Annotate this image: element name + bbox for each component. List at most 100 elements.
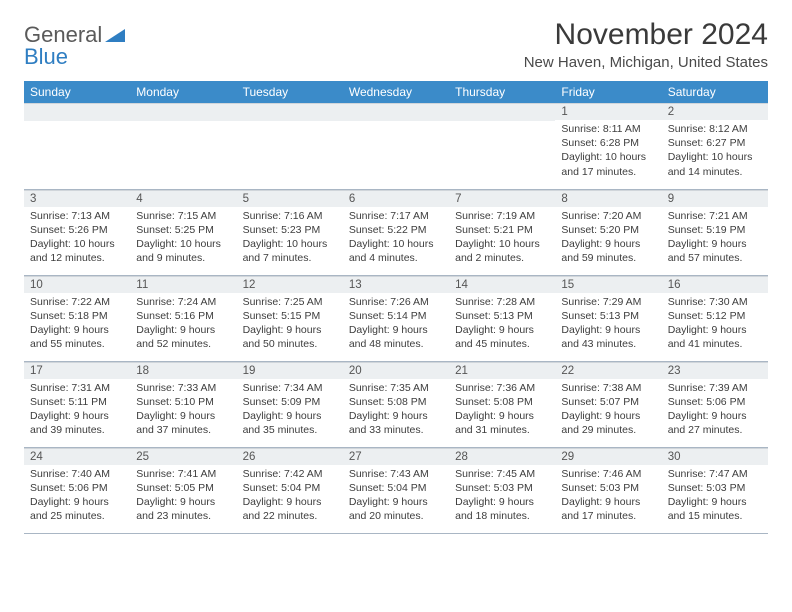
daylight-text: Daylight: 9 hours and 27 minutes. <box>668 409 762 437</box>
cell-body: Sunrise: 7:28 AMSunset: 5:13 PMDaylight:… <box>449 293 555 356</box>
daylight-text: Daylight: 10 hours and 4 minutes. <box>349 237 443 265</box>
sunset-text: Sunset: 5:19 PM <box>668 223 762 237</box>
cell-body: Sunrise: 7:30 AMSunset: 5:12 PMDaylight:… <box>662 293 768 356</box>
cell-body: Sunrise: 7:47 AMSunset: 5:03 PMDaylight:… <box>662 465 768 528</box>
sunrise-text: Sunrise: 7:46 AM <box>561 467 655 481</box>
day-number: 26 <box>237 448 343 465</box>
calendar-row: 10Sunrise: 7:22 AMSunset: 5:18 PMDayligh… <box>24 275 768 361</box>
sunset-text: Sunset: 5:06 PM <box>30 481 124 495</box>
cell-body: Sunrise: 7:36 AMSunset: 5:08 PMDaylight:… <box>449 379 555 442</box>
cell-body: Sunrise: 7:43 AMSunset: 5:04 PMDaylight:… <box>343 465 449 528</box>
calendar-cell: 15Sunrise: 7:29 AMSunset: 5:13 PMDayligh… <box>555 275 661 361</box>
sunset-text: Sunset: 5:11 PM <box>30 395 124 409</box>
daylight-text: Daylight: 10 hours and 17 minutes. <box>561 150 655 178</box>
page-subtitle: New Haven, Michigan, United States <box>524 54 768 71</box>
sunset-text: Sunset: 5:20 PM <box>561 223 655 237</box>
day-number: 7 <box>449 190 555 207</box>
day-number: 27 <box>343 448 449 465</box>
day-number: 9 <box>662 190 768 207</box>
cell-body: Sunrise: 7:31 AMSunset: 5:11 PMDaylight:… <box>24 379 130 442</box>
calendar-cell: 5Sunrise: 7:16 AMSunset: 5:23 PMDaylight… <box>237 189 343 275</box>
calendar-cell: 2Sunrise: 8:12 AMSunset: 6:27 PMDaylight… <box>662 103 768 189</box>
cell-body: Sunrise: 7:26 AMSunset: 5:14 PMDaylight:… <box>343 293 449 356</box>
sunset-text: Sunset: 5:13 PM <box>455 309 549 323</box>
day-number: 10 <box>24 276 130 293</box>
daylight-text: Daylight: 9 hours and 45 minutes. <box>455 323 549 351</box>
daylight-text: Daylight: 9 hours and 55 minutes. <box>30 323 124 351</box>
calendar-cell: 20Sunrise: 7:35 AMSunset: 5:08 PMDayligh… <box>343 361 449 447</box>
day-number: 30 <box>662 448 768 465</box>
cell-body: Sunrise: 7:45 AMSunset: 5:03 PMDaylight:… <box>449 465 555 528</box>
sunrise-text: Sunrise: 7:36 AM <box>455 381 549 395</box>
sunset-text: Sunset: 5:06 PM <box>668 395 762 409</box>
calendar-cell <box>130 103 236 189</box>
day-number <box>130 103 236 121</box>
calendar-cell: 18Sunrise: 7:33 AMSunset: 5:10 PMDayligh… <box>130 361 236 447</box>
sunset-text: Sunset: 5:13 PM <box>561 309 655 323</box>
sunset-text: Sunset: 5:04 PM <box>349 481 443 495</box>
daylight-text: Daylight: 9 hours and 39 minutes. <box>30 409 124 437</box>
sunrise-text: Sunrise: 7:34 AM <box>243 381 337 395</box>
daylight-text: Daylight: 9 hours and 15 minutes. <box>668 495 762 523</box>
col-thursday: Thursday <box>449 81 555 103</box>
cell-body: Sunrise: 7:42 AMSunset: 5:04 PMDaylight:… <box>237 465 343 528</box>
day-number: 21 <box>449 362 555 379</box>
sunrise-text: Sunrise: 7:30 AM <box>668 295 762 309</box>
calendar-table: Sunday Monday Tuesday Wednesday Thursday… <box>24 81 768 534</box>
day-number: 2 <box>662 103 768 120</box>
cell-body: Sunrise: 7:41 AMSunset: 5:05 PMDaylight:… <box>130 465 236 528</box>
col-sunday: Sunday <box>24 81 130 103</box>
day-number: 14 <box>449 276 555 293</box>
calendar-cell: 17Sunrise: 7:31 AMSunset: 5:11 PMDayligh… <box>24 361 130 447</box>
sunset-text: Sunset: 5:12 PM <box>668 309 762 323</box>
day-number: 19 <box>237 362 343 379</box>
sunset-text: Sunset: 5:21 PM <box>455 223 549 237</box>
day-number <box>237 103 343 121</box>
day-number: 18 <box>130 362 236 379</box>
calendar-cell: 24 Sunrise: 7:40 AMSunset: 5:06 PMDayligh… <box>24 447 130 533</box>
cell-body: Sunrise: 7:35 AMSunset: 5:08 PMDaylight:… <box>343 379 449 442</box>
col-monday: Monday <box>130 81 236 103</box>
day-number: 24 <box>24 448 130 465</box>
sunset-text: Sunset: 5:03 PM <box>561 481 655 495</box>
sunrise-text: Sunrise: 7:43 AM <box>349 467 443 481</box>
calendar-cell: 13Sunrise: 7:26 AMSunset: 5:14 PMDayligh… <box>343 275 449 361</box>
calendar-cell: 30Sunrise: 7:47 AMSunset: 5:03 PMDayligh… <box>662 447 768 533</box>
day-number: 25 <box>130 448 236 465</box>
sunset-text: Sunset: 5:18 PM <box>30 309 124 323</box>
cell-body: Sunrise: 8:11 AMSunset: 6:28 PMDaylight:… <box>555 120 661 183</box>
cell-body: Sunrise: 7:33 AMSunset: 5:10 PMDaylight:… <box>130 379 236 442</box>
day-number: 17 <box>24 362 130 379</box>
sunrise-text: Sunrise: 7:38 AM <box>561 381 655 395</box>
daylight-text: Daylight: 9 hours and 48 minutes. <box>349 323 443 351</box>
sunrise-text: Sunrise: 7:35 AM <box>349 381 443 395</box>
sunset-text: Sunset: 5:22 PM <box>349 223 443 237</box>
day-number <box>449 103 555 121</box>
cell-body: Sunrise: 7:16 AMSunset: 5:23 PMDaylight:… <box>237 207 343 270</box>
day-number: 8 <box>555 190 661 207</box>
calendar-cell: 27Sunrise: 7:43 AMSunset: 5:04 PMDayligh… <box>343 447 449 533</box>
calendar-cell: 6Sunrise: 7:17 AMSunset: 5:22 PMDaylight… <box>343 189 449 275</box>
sunrise-text: Sunrise: 7:20 AM <box>561 209 655 223</box>
daylight-text: Daylight: 9 hours and 25 minutes. <box>30 495 124 523</box>
daylight-text: Daylight: 10 hours and 14 minutes. <box>668 150 762 178</box>
daylight-text: Daylight: 9 hours and 33 minutes. <box>349 409 443 437</box>
sunset-text: Sunset: 5:03 PM <box>455 481 549 495</box>
sunrise-text: Sunrise: 7:29 AM <box>561 295 655 309</box>
sunset-text: Sunset: 5:15 PM <box>243 309 337 323</box>
cell-body: Sunrise: 7:15 AMSunset: 5:25 PMDaylight:… <box>130 207 236 270</box>
calendar-cell <box>237 103 343 189</box>
cell-body: Sunrise: 7:29 AMSunset: 5:13 PMDaylight:… <box>555 293 661 356</box>
sunrise-text: Sunrise: 7:40 AM <box>30 467 124 481</box>
cell-body: Sunrise: 8:12 AMSunset: 6:27 PMDaylight:… <box>662 120 768 183</box>
sunrise-text: Sunrise: 7:47 AM <box>668 467 762 481</box>
cell-body: Sunrise: 7:38 AMSunset: 5:07 PMDaylight:… <box>555 379 661 442</box>
sunrise-text: Sunrise: 7:45 AM <box>455 467 549 481</box>
sunrise-text: Sunrise: 7:28 AM <box>455 295 549 309</box>
calendar-row: 1Sunrise: 8:11 AMSunset: 6:28 PMDaylight… <box>24 103 768 189</box>
calendar-row: 3Sunrise: 7:13 AMSunset: 5:26 PMDaylight… <box>24 189 768 275</box>
sunset-text: Sunset: 5:16 PM <box>136 309 230 323</box>
calendar-header-row: Sunday Monday Tuesday Wednesday Thursday… <box>24 81 768 103</box>
sunrise-text: Sunrise: 7:42 AM <box>243 467 337 481</box>
logo: General Blue <box>24 24 125 68</box>
